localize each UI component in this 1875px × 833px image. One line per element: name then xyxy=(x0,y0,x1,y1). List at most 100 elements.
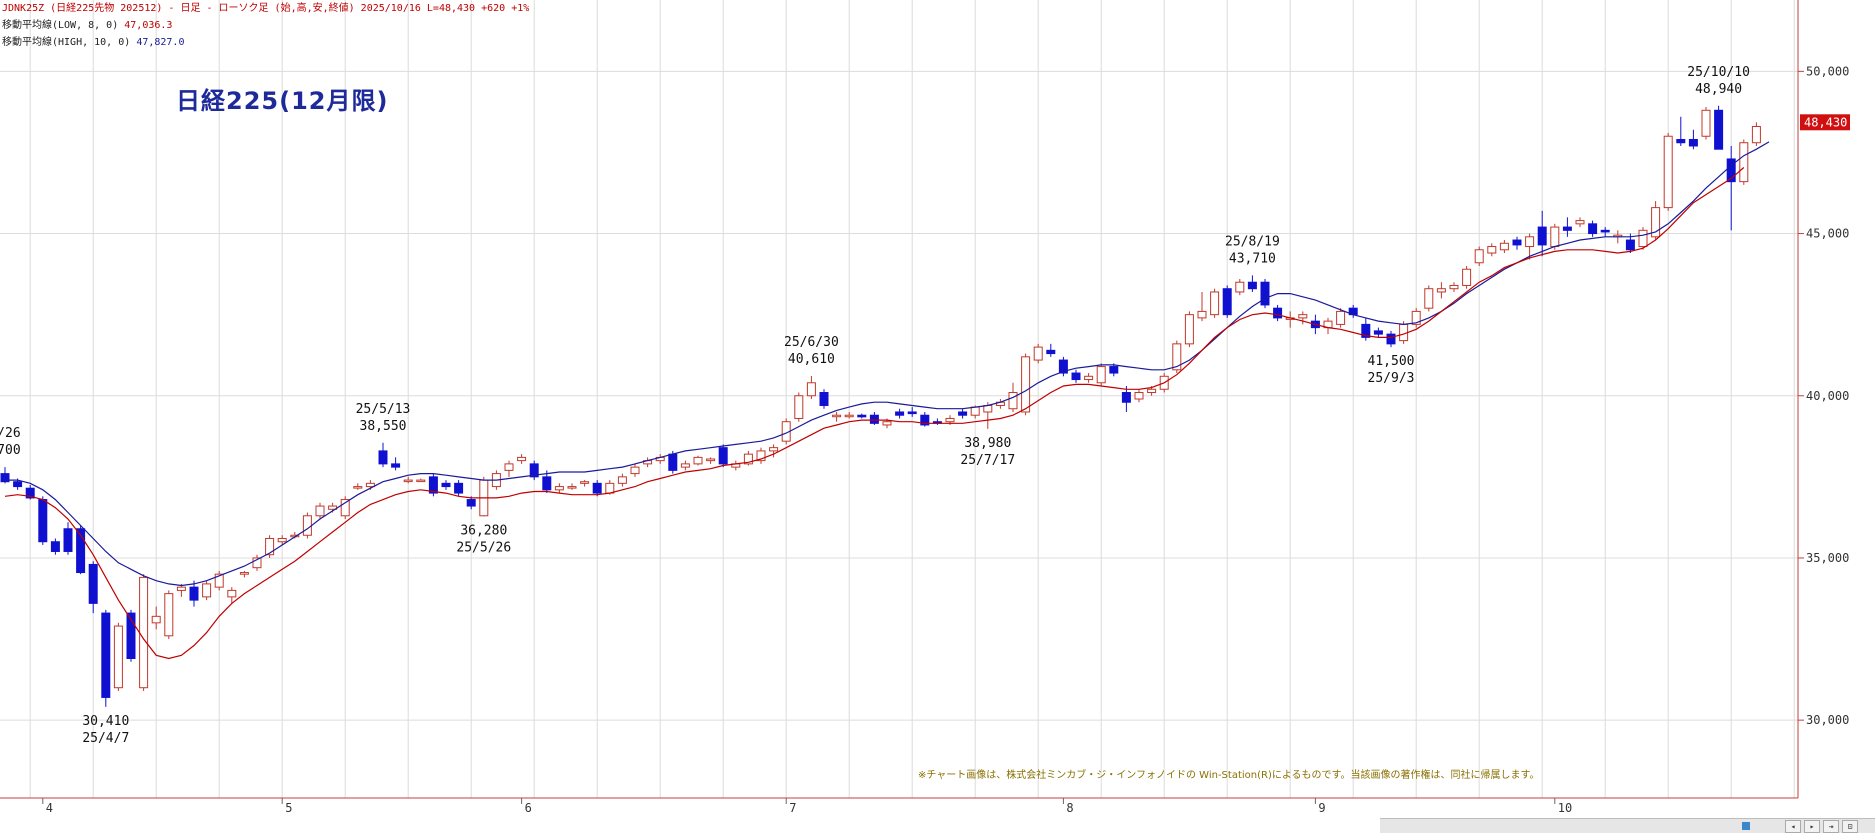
candle-body xyxy=(1260,281,1270,306)
candle-body xyxy=(265,537,275,556)
y-tick-label: 45,000 xyxy=(1806,227,1849,241)
candle-body xyxy=(151,615,161,624)
ma-high-line xyxy=(5,141,1770,587)
candle-body xyxy=(1109,366,1119,374)
candle-body xyxy=(378,450,388,465)
candle-body xyxy=(139,576,149,689)
candle-body xyxy=(1449,284,1459,290)
candle-body xyxy=(239,572,249,575)
candle-body xyxy=(920,414,930,426)
candle-body xyxy=(504,463,514,471)
price-annotation: 30,410 xyxy=(82,714,129,729)
candle-body xyxy=(970,406,980,416)
candle-body xyxy=(1411,310,1421,325)
candle-body xyxy=(38,499,48,543)
candle-body xyxy=(1046,349,1056,355)
y-tick-label: 40,000 xyxy=(1806,389,1849,403)
price-annotation: 41,500 xyxy=(1368,354,1415,369)
candle-body xyxy=(164,593,174,637)
symbol-line: JDNK25Z (日経225先物 202512) - 日足 - ローソク足 (始… xyxy=(2,3,530,14)
candle-body xyxy=(1298,314,1308,319)
price-annotation: 3/26 xyxy=(0,426,21,441)
scrollbar-thumb[interactable] xyxy=(1742,822,1750,830)
ma-high-label: 移動平均線(HIGH, 10, 0) xyxy=(2,37,131,48)
scroll-left-icon[interactable]: ◂ xyxy=(1785,820,1801,833)
candle-body xyxy=(680,463,690,468)
candle-body xyxy=(1575,220,1585,225)
candle-body xyxy=(567,486,577,489)
candle-body xyxy=(365,482,375,488)
candle-body xyxy=(1726,158,1736,183)
candle-body xyxy=(1424,288,1434,309)
y-tick-label: 30,000 xyxy=(1806,713,1849,727)
candle-body xyxy=(945,417,955,423)
candle-body xyxy=(13,481,23,488)
price-annotation: 25/7/17 xyxy=(960,453,1015,468)
price-annotation: 38,980 xyxy=(964,436,1011,451)
candle-body xyxy=(252,557,262,569)
candle-body xyxy=(1147,388,1157,394)
candle-body xyxy=(1361,323,1371,338)
price-annotation: 25/4/7 xyxy=(82,731,129,746)
candle-body xyxy=(806,382,816,397)
price-annotation: 25/5/13 xyxy=(356,402,411,417)
copyright-note: ※チャート画像は、株式会社ミンカブ・ジ・インフォノイドの Win-Station… xyxy=(918,770,1540,781)
candle-body xyxy=(907,411,917,415)
candle-body xyxy=(403,479,413,483)
candle-body xyxy=(1663,135,1673,209)
candle-body xyxy=(126,612,136,660)
candle-body xyxy=(1373,330,1383,335)
candle-body xyxy=(1008,392,1018,410)
candle-body xyxy=(668,453,678,471)
candle-body xyxy=(0,473,10,483)
candle-body xyxy=(1512,239,1522,246)
x-tick-label: 7 xyxy=(789,801,796,815)
candle-body xyxy=(580,481,590,484)
candle-body xyxy=(101,612,111,698)
candle-body xyxy=(1071,372,1081,381)
candle-body xyxy=(428,476,438,494)
price-annotation: 25/8/19 xyxy=(1225,234,1280,249)
candle-body xyxy=(1058,359,1068,374)
candle-body xyxy=(693,456,703,465)
candle-body xyxy=(542,476,552,491)
price-annotation: 43,710 xyxy=(1229,251,1276,266)
candle-body xyxy=(1033,346,1043,361)
candle-body xyxy=(983,404,993,413)
candle-body xyxy=(416,479,426,483)
candle-body xyxy=(88,563,98,604)
candle-body xyxy=(819,392,829,406)
candle-body xyxy=(844,414,854,418)
price-annotation: 25/9/3 xyxy=(1368,371,1415,386)
candle-body xyxy=(454,482,464,494)
candle-body xyxy=(1021,356,1031,413)
candle-body xyxy=(958,411,968,416)
candle-body xyxy=(391,463,401,468)
candle-body xyxy=(315,505,325,517)
horizontal-scrollbar[interactable]: ◂ ▸ ⇥ ⊡ xyxy=(1380,818,1875,833)
candle-body xyxy=(189,586,199,601)
y-tick-label: 35,000 xyxy=(1806,551,1849,565)
candle-body xyxy=(353,486,363,489)
price-annotation: 40,610 xyxy=(788,352,835,367)
x-tick-label: 9 xyxy=(1318,801,1325,815)
candle-body xyxy=(1197,310,1207,319)
zoom-fit-icon[interactable]: ⊡ xyxy=(1842,820,1858,833)
candle-body xyxy=(1121,392,1131,403)
candle-body xyxy=(1751,126,1761,144)
zoom-in-icon[interactable]: ⇥ xyxy=(1823,820,1839,833)
candle-body xyxy=(529,463,539,478)
candle-body xyxy=(630,466,640,475)
candle-body xyxy=(1436,288,1446,293)
chart-header-symbol: JDNK25Z (日経225先物 202512) - 日足 - ローソク足 (始… xyxy=(2,2,529,15)
x-tick-label: 5 xyxy=(285,801,292,815)
candle-body xyxy=(1714,109,1724,150)
candle-body xyxy=(1184,314,1194,345)
scroll-right-icon[interactable]: ▸ xyxy=(1804,820,1820,833)
candle-body xyxy=(1651,207,1661,238)
candle-body xyxy=(1134,392,1144,400)
candle-body xyxy=(605,482,615,494)
candle-body xyxy=(1688,138,1698,147)
x-tick-label: 8 xyxy=(1066,801,1073,815)
